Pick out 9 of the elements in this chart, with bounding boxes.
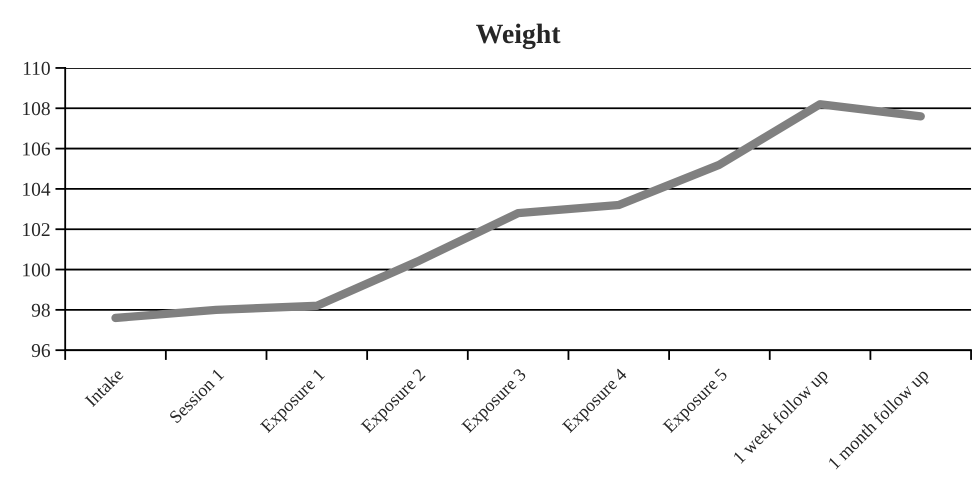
chart-title: Weight bbox=[476, 24, 560, 50]
y-tick-label: 106 bbox=[23, 142, 50, 156]
y-tick-label: 98 bbox=[32, 304, 50, 317]
y-tick-label: 110 bbox=[24, 62, 50, 75]
y-tick-label: 102 bbox=[23, 223, 50, 236]
y-tick-label: 104 bbox=[23, 182, 50, 196]
y-tick-label: 96 bbox=[32, 344, 50, 358]
y-tick-label: 108 bbox=[23, 102, 50, 116]
y-tick-label: 100 bbox=[23, 263, 50, 276]
